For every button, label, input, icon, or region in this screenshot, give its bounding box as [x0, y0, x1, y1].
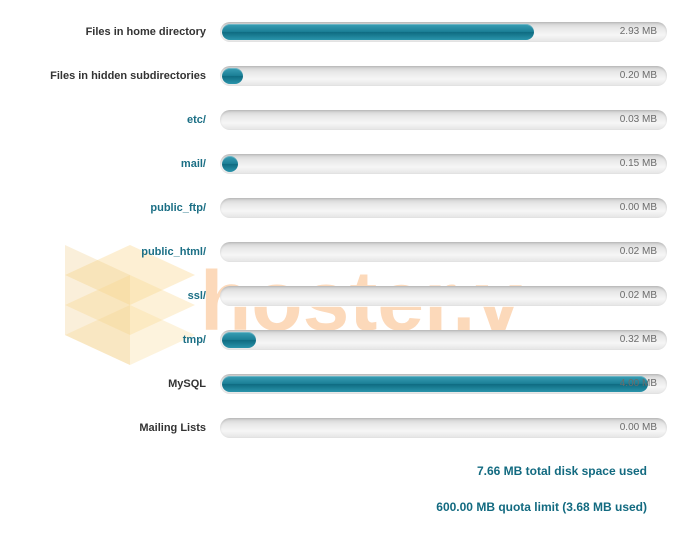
usage-bar-track — [220, 154, 667, 174]
usage-bar-track — [220, 198, 667, 218]
usage-bar: 0.03 MB — [220, 110, 667, 130]
row-label[interactable]: public_html/ — [20, 246, 220, 258]
usage-bar-track — [220, 286, 667, 306]
usage-bar-fill — [222, 156, 238, 172]
usage-bar-track — [220, 242, 667, 262]
quota-limit-text: 600.00 MB quota limit (3.68 MB used) — [20, 486, 667, 514]
usage-bar: 2.93 MB — [220, 22, 667, 42]
usage-bar-track — [220, 66, 667, 86]
usage-bar: 4.00 MB — [220, 374, 667, 394]
usage-bar-fill — [222, 376, 648, 392]
disk-usage-row: public_ftp/0.00 MB — [20, 186, 667, 230]
usage-size-text: 0.20 MB — [620, 66, 657, 86]
usage-bar: 0.32 MB — [220, 330, 667, 350]
usage-size-text: 0.03 MB — [620, 110, 657, 130]
row-label: Files in hidden subdirectories — [20, 70, 220, 82]
usage-size-text: 0.15 MB — [620, 154, 657, 174]
disk-usage-row: Mailing Lists 0.00 MB — [20, 406, 667, 450]
usage-bar-fill — [222, 24, 534, 40]
usage-bar: 0.02 MB — [220, 286, 667, 306]
usage-bar-track — [220, 330, 667, 350]
row-label[interactable]: etc/ — [20, 114, 220, 126]
usage-size-text: 0.00 MB — [620, 198, 657, 218]
usage-bar: 0.00 MB — [220, 198, 667, 218]
disk-usage-row: etc/0.03 MB — [20, 98, 667, 142]
usage-bar-track — [220, 110, 667, 130]
disk-usage-row: ssl/0.02 MB — [20, 274, 667, 318]
usage-bar: 0.15 MB — [220, 154, 667, 174]
usage-size-text: 4.00 MB — [620, 374, 657, 394]
disk-usage-row: Files in home directory 2.93 MB — [20, 10, 667, 54]
row-label[interactable]: mail/ — [20, 158, 220, 170]
row-label[interactable]: public_ftp/ — [20, 202, 220, 214]
usage-size-text: 0.02 MB — [620, 242, 657, 262]
usage-size-text: 0.32 MB — [620, 330, 657, 350]
usage-bar: 0.20 MB — [220, 66, 667, 86]
row-label: Files in home directory — [20, 26, 220, 38]
usage-size-text: 2.93 MB — [620, 22, 657, 42]
disk-usage-rows: Files in home directory2.93 MBFiles in h… — [20, 10, 667, 450]
disk-usage-row: public_html/0.02 MB — [20, 230, 667, 274]
total-disk-space-text: 7.66 MB total disk space used — [20, 450, 667, 486]
disk-usage-row: tmp/0.32 MB — [20, 318, 667, 362]
disk-usage-panel: Files in home directory2.93 MBFiles in h… — [0, 0, 687, 514]
usage-bar-fill — [222, 68, 243, 84]
usage-bar-track — [220, 418, 667, 438]
disk-usage-row: MySQL 4.00 MB — [20, 362, 667, 406]
usage-bar: 0.02 MB — [220, 242, 667, 262]
row-label[interactable]: ssl/ — [20, 290, 220, 302]
disk-usage-row: Files in hidden subdirectories 0.20 MB — [20, 54, 667, 98]
usage-bar: 0.00 MB — [220, 418, 667, 438]
disk-usage-row: mail/0.15 MB — [20, 142, 667, 186]
usage-bar-fill — [222, 332, 256, 348]
row-label[interactable]: tmp/ — [20, 334, 220, 346]
usage-size-text: 0.00 MB — [620, 418, 657, 438]
usage-size-text: 0.02 MB — [620, 286, 657, 306]
row-label: Mailing Lists — [20, 422, 220, 434]
row-label: MySQL — [20, 378, 220, 390]
